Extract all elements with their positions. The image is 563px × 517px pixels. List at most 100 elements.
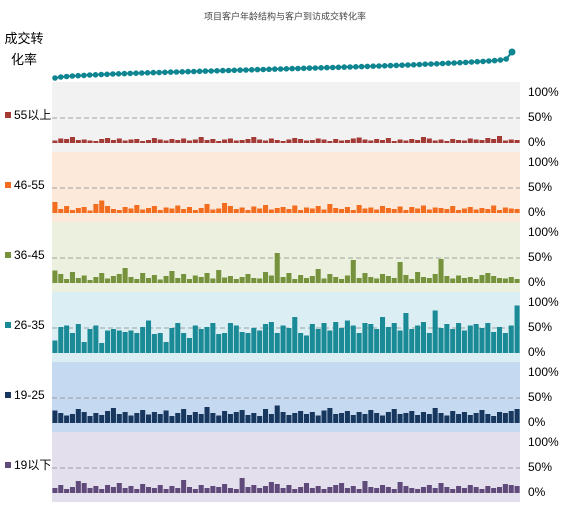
conversion-point [214,68,220,74]
bar [479,275,485,283]
bar [374,488,380,493]
bar [514,305,520,353]
bar [151,412,157,423]
bar [75,324,81,353]
bar [204,327,210,353]
bar [426,209,432,213]
bar [69,333,75,353]
bar [216,208,222,213]
conversion-point [468,59,475,65]
bar [169,271,175,283]
bar [450,139,456,143]
conversion-point [306,65,313,71]
bar [356,333,362,353]
conversion-point [167,69,174,75]
bar [298,275,304,283]
conversion-point [156,69,162,76]
conversion-point [335,64,342,71]
bar [227,206,233,213]
bar [391,489,397,493]
bar [116,274,122,283]
bar [502,413,508,423]
bar [380,485,386,493]
bar [485,209,491,213]
bar [192,275,198,283]
bar [128,486,134,493]
y-tick-label: 0% [528,135,546,149]
bar [233,489,239,493]
bar [497,412,503,423]
bar [58,413,64,423]
bar [52,140,58,143]
bar [321,323,327,353]
y-tick-label: 0% [528,205,546,219]
bar [473,413,479,423]
bar [409,411,415,423]
bar [321,209,327,213]
bar [263,140,269,143]
bar [122,268,128,283]
bar [438,413,444,423]
bar [321,278,327,283]
conversion-point [86,72,93,78]
bar [274,140,280,143]
bar [385,208,391,213]
bar [163,410,169,423]
bar [456,486,462,493]
bar [157,485,163,493]
bar [280,277,286,283]
conversion-point [127,70,134,77]
bar [58,485,64,493]
y-tick-label: 50% [528,320,552,334]
bar [497,278,503,283]
bar [81,412,87,423]
bar [87,140,93,143]
bar [75,481,81,493]
bar [140,484,146,493]
bar [122,412,128,423]
bar [403,486,409,493]
legend-swatch [5,182,11,188]
conversion-point [110,71,116,77]
bar [64,489,70,493]
bar [426,414,432,423]
bar [514,486,520,493]
conversion-point [144,70,151,76]
conversion-point [243,67,249,73]
bar [64,279,70,283]
conversion-point [104,71,110,78]
bar [175,323,181,353]
legend-label: 46-55 [14,178,45,192]
bar [280,141,286,143]
bar [222,411,228,423]
bar [128,208,134,213]
bar [362,139,368,143]
conversion-point [347,64,353,70]
bar [444,324,450,353]
y-tick-label: 100% [528,225,559,239]
bar [204,407,210,423]
panel-background [52,152,520,222]
bar [128,277,134,283]
bar [362,414,368,423]
bar [75,140,81,143]
conversion-point [416,61,423,68]
bar [344,411,350,423]
bar [327,141,333,143]
bar [385,138,391,143]
bar [204,140,210,143]
bar [257,416,263,423]
bar [69,487,75,493]
conversion-point [370,63,376,69]
bar [456,275,462,283]
bar [350,325,356,353]
bar [87,280,93,283]
bar [52,340,58,353]
bar [99,139,105,143]
bar [274,405,280,423]
bar [268,138,274,143]
bar [186,279,192,283]
bar [450,411,456,423]
bar [268,209,274,213]
conversion-point [69,73,76,79]
